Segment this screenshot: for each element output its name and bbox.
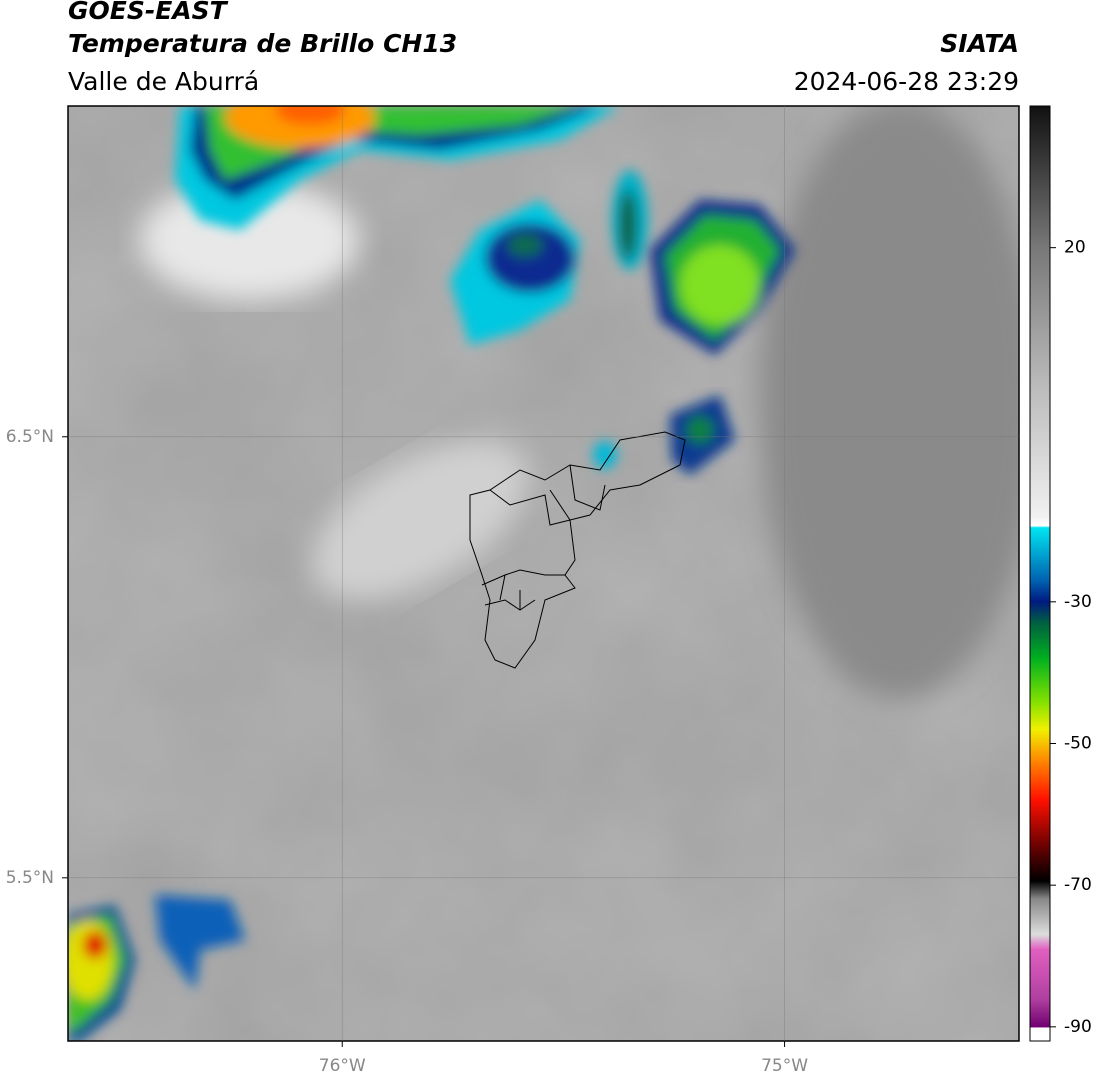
colorbar-tick-label: -90 <box>1064 1017 1092 1037</box>
colorbar-tick-label: -50 <box>1064 734 1092 754</box>
map-frame <box>67 105 1020 1042</box>
region: Valle de Aburrá <box>68 67 259 96</box>
source: SIATA <box>940 29 1019 58</box>
municipal-boundaries <box>469 431 686 669</box>
colorbar-tick-label: -70 <box>1064 875 1092 895</box>
title: GOES-EAST <box>68 0 229 25</box>
colorbar-tick-label: 20 <box>1064 238 1086 258</box>
lon-tick-label: 75°W <box>761 1056 808 1076</box>
colorbar <box>1029 105 1051 1042</box>
datetime: 2024-06-28 23:29 <box>794 67 1019 96</box>
lat-tick-label: 5.5°N <box>6 868 54 888</box>
subtitle: Temperatura de Brillo CH13 <box>68 29 457 58</box>
lat-tick-label: 6.5°N <box>6 427 54 447</box>
lon-tick-label: 76°W <box>319 1056 366 1076</box>
map-image <box>68 106 1019 1041</box>
colorbar-tick-label: -30 <box>1064 592 1092 612</box>
